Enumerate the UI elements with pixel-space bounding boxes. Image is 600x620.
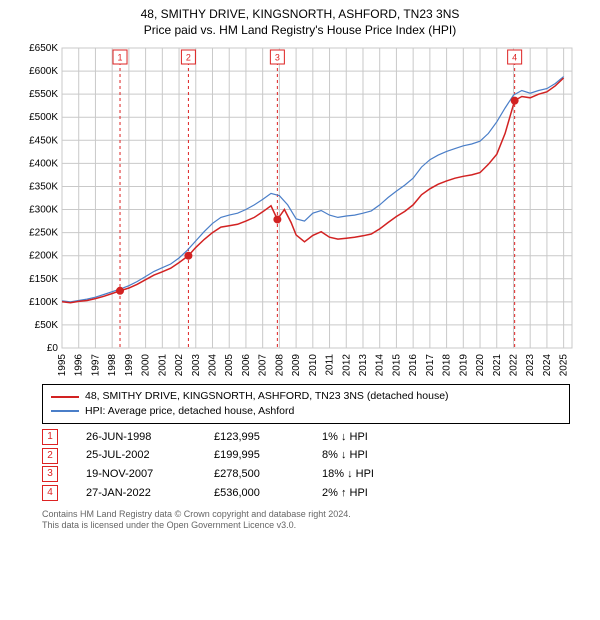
svg-text:2024: 2024 (542, 354, 553, 377)
sale-price: £278,500 (214, 465, 294, 484)
svg-text:1995: 1995 (57, 354, 68, 377)
sale-date: 26-JUN-1998 (86, 428, 186, 447)
svg-text:2: 2 (186, 53, 191, 63)
sales-table: 1 26-JUN-1998 £123,995 1% ↓ HPI 2 25-JUL-2002… (42, 428, 570, 503)
svg-text:2008: 2008 (274, 354, 285, 377)
svg-text:2013: 2013 (358, 354, 369, 377)
sale-price: £536,000 (214, 484, 294, 503)
sales-row: 2 25-JUL-2002 £199,995 8% ↓ HPI (42, 446, 570, 465)
legend-label-property: 48, SMITHY DRIVE, KINGSNORTH, ASHFORD, T… (85, 389, 449, 404)
svg-text:£450K: £450K (29, 136, 58, 147)
svg-text:2004: 2004 (207, 354, 218, 377)
svg-text:2023: 2023 (525, 354, 536, 377)
svg-text:2020: 2020 (475, 354, 486, 377)
svg-text:£100K: £100K (29, 297, 58, 308)
sale-price: £123,995 (214, 428, 294, 447)
svg-text:2015: 2015 (391, 354, 402, 377)
sale-vs-hpi: 18% ↓ HPI (322, 465, 374, 484)
svg-text:£650K: £650K (29, 43, 58, 54)
svg-text:2005: 2005 (224, 354, 235, 377)
svg-text:1998: 1998 (107, 354, 118, 377)
sale-marker-number: 2 (42, 448, 58, 464)
svg-text:£500K: £500K (29, 113, 58, 124)
sale-vs-hpi: 1% ↓ HPI (322, 428, 368, 447)
svg-text:1999: 1999 (124, 354, 135, 377)
svg-text:2006: 2006 (241, 354, 252, 377)
svg-text:2018: 2018 (442, 354, 453, 377)
price-chart: £0 £50K £100K £150K £200K £250K £300K £350K £400… (20, 38, 580, 378)
svg-text:2001: 2001 (157, 354, 168, 377)
svg-text:4: 4 (512, 53, 517, 63)
svg-text:2012: 2012 (341, 354, 352, 377)
svg-text:2011: 2011 (325, 354, 336, 376)
sale-date: 25-JUL-2002 (86, 446, 186, 465)
svg-text:2007: 2007 (258, 354, 269, 377)
title-line-2: Price paid vs. HM Land Registry's House … (0, 22, 600, 38)
footer: Contains HM Land Registry data © Crown c… (42, 509, 570, 532)
svg-text:2017: 2017 (425, 354, 436, 377)
svg-text:2014: 2014 (375, 354, 386, 377)
sales-row: 3 19-NOV-2007 £278,500 18% ↓ HPI (42, 465, 570, 484)
svg-text:£350K: £350K (29, 182, 58, 193)
legend-item-property: 48, SMITHY DRIVE, KINGSNORTH, ASHFORD, T… (51, 389, 561, 404)
chart-title-block: 48, SMITHY DRIVE, KINGSNORTH, ASHFORD, T… (0, 0, 600, 38)
svg-text:1: 1 (118, 53, 123, 63)
sale-date: 27-JAN-2022 (86, 484, 186, 503)
sales-row: 1 26-JUN-1998 £123,995 1% ↓ HPI (42, 428, 570, 447)
svg-text:2009: 2009 (291, 354, 302, 377)
sale-price: £199,995 (214, 446, 294, 465)
svg-text:£300K: £300K (29, 205, 58, 216)
svg-text:2025: 2025 (559, 354, 570, 377)
sale-vs-hpi: 2% ↑ HPI (322, 484, 368, 503)
svg-text:2002: 2002 (174, 354, 185, 377)
svg-text:£150K: £150K (29, 274, 58, 285)
sale-vs-hpi: 8% ↓ HPI (322, 446, 368, 465)
legend-item-hpi: HPI: Average price, detached house, Ashf… (51, 404, 561, 419)
footer-line-2: This data is licensed under the Open Gov… (42, 520, 570, 532)
svg-text:2003: 2003 (191, 354, 202, 377)
sale-marker-number: 3 (42, 466, 58, 482)
svg-text:2000: 2000 (141, 354, 152, 377)
svg-text:£400K: £400K (29, 159, 58, 170)
svg-text:£200K: £200K (29, 251, 58, 262)
svg-text:£550K: £550K (29, 90, 58, 101)
svg-text:2010: 2010 (308, 354, 319, 377)
legend: 48, SMITHY DRIVE, KINGSNORTH, ASHFORD, T… (42, 384, 570, 423)
svg-text:2016: 2016 (408, 354, 419, 377)
svg-text:1997: 1997 (90, 354, 101, 377)
svg-text:2022: 2022 (508, 354, 519, 377)
sale-date: 19-NOV-2007 (86, 465, 186, 484)
svg-text:£600K: £600K (29, 66, 58, 77)
footer-line-1: Contains HM Land Registry data © Crown c… (42, 509, 570, 521)
svg-text:£250K: £250K (29, 228, 58, 239)
svg-text:3: 3 (275, 53, 280, 63)
svg-text:£0: £0 (47, 343, 59, 354)
legend-swatch-hpi (51, 410, 79, 412)
sale-marker-number: 1 (42, 429, 58, 445)
legend-label-hpi: HPI: Average price, detached house, Ashf… (85, 404, 294, 419)
legend-swatch-property (51, 396, 79, 398)
svg-text:£50K: £50K (35, 320, 59, 331)
title-line-1: 48, SMITHY DRIVE, KINGSNORTH, ASHFORD, T… (0, 6, 600, 22)
svg-text:2019: 2019 (458, 354, 469, 377)
sale-marker-number: 4 (42, 485, 58, 501)
sales-row: 4 27-JAN-2022 £536,000 2% ↑ HPI (42, 484, 570, 503)
svg-text:1996: 1996 (74, 354, 85, 377)
svg-text:2021: 2021 (492, 354, 503, 377)
